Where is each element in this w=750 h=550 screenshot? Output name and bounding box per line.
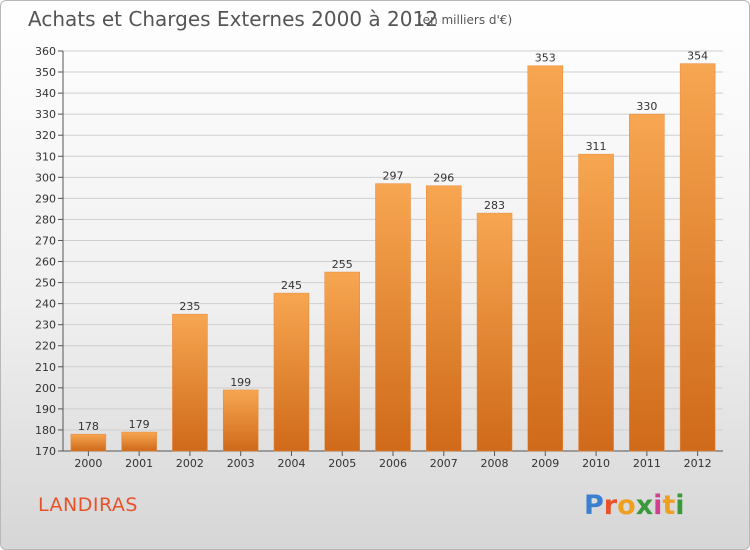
bar-2009 [527,65,564,452]
y-tick-label: 220 [35,340,56,353]
y-tick-label: 360 [35,45,56,58]
bar-2005 [324,271,360,452]
value-label: 311 [586,140,607,153]
x-tick-label: 2009 [531,457,559,470]
x-tick-label: 2006 [379,457,407,470]
proxiti-logo[interactable]: Proxiti [584,490,685,521]
logo-letter: r [603,490,618,521]
chart-subtitle: (en milliers d'€) [418,13,513,27]
x-tick-label: 2011 [633,457,661,470]
bar-2000 [70,433,107,452]
chart-title: Achats et Charges Externes 2000 à 2012 [28,7,438,31]
axes: 170 180 190 200 210 220 230 240 250 260 270 280 290 3… [35,45,723,470]
y-tick-label: 300 [35,171,56,184]
value-label: 255 [332,258,353,271]
x-tick-label: 2000 [74,457,102,470]
y-tick-label: 260 [35,256,56,269]
y-tick-label: 320 [35,129,56,142]
value-label: 330 [636,100,657,113]
value-label: 283 [484,199,505,212]
value-label: 235 [179,300,200,313]
value-label: 179 [129,418,150,431]
value-label: 353 [535,52,556,65]
y-tick-label: 250 [35,277,56,290]
x-tick-label: 2005 [328,457,356,470]
logo-letter: x [635,490,654,521]
place-name: LANDIRAS [38,494,138,516]
x-tick-label: 2004 [277,457,305,470]
bar-2004 [273,292,310,452]
x-tick-label: 2008 [481,457,509,470]
value-label: 296 [433,172,454,185]
logo-letter: t [662,490,676,521]
y-tick-label: 350 [35,66,56,79]
logo-letter: i [653,490,663,521]
y-tick-label: 280 [35,213,56,226]
value-label: 178 [78,420,99,433]
x-tick-label: 2012 [684,457,712,470]
x-tick-label: 2003 [227,457,255,470]
bar-2007 [426,185,462,452]
y-tick-label: 340 [35,87,56,100]
y-tick-label: 330 [35,108,56,121]
x-tick-label: 2002 [176,457,204,470]
x-tick-label: 2007 [430,457,458,470]
y-tick-label: 290 [35,192,56,205]
x-tick-label: 2010 [582,457,610,470]
value-label: 245 [281,279,302,292]
y-tick-label: 270 [35,234,56,247]
bars [70,63,716,452]
bar-2003 [222,389,259,452]
bar-2011 [629,113,665,452]
bar-2008 [476,212,513,452]
logo-letter: o [617,490,636,521]
y-tick-label: 210 [35,361,56,374]
y-tick-label: 180 [35,424,56,437]
y-tick-label: 240 [35,298,56,311]
logo-letter: i [675,490,685,521]
y-tick-label: 310 [35,150,56,163]
value-label: 199 [230,376,251,389]
bar-2002 [172,313,208,452]
bar-2010 [578,153,614,452]
y-tick-label: 170 [35,445,56,458]
value-label: 297 [383,170,404,183]
bar-2001 [121,431,157,452]
y-tick-label: 200 [35,382,56,395]
bar-2012 [679,63,716,452]
y-tick-label: 190 [35,403,56,416]
y-tick-label: 230 [35,319,56,332]
logo-letter: P [584,490,604,521]
bar-2006 [375,183,411,452]
x-tick-label: 2001 [125,457,153,470]
value-label: 354 [687,50,708,63]
value-labels: 178 179 235 199 245 255 297 296 283 353 311 330 354 [78,50,708,434]
